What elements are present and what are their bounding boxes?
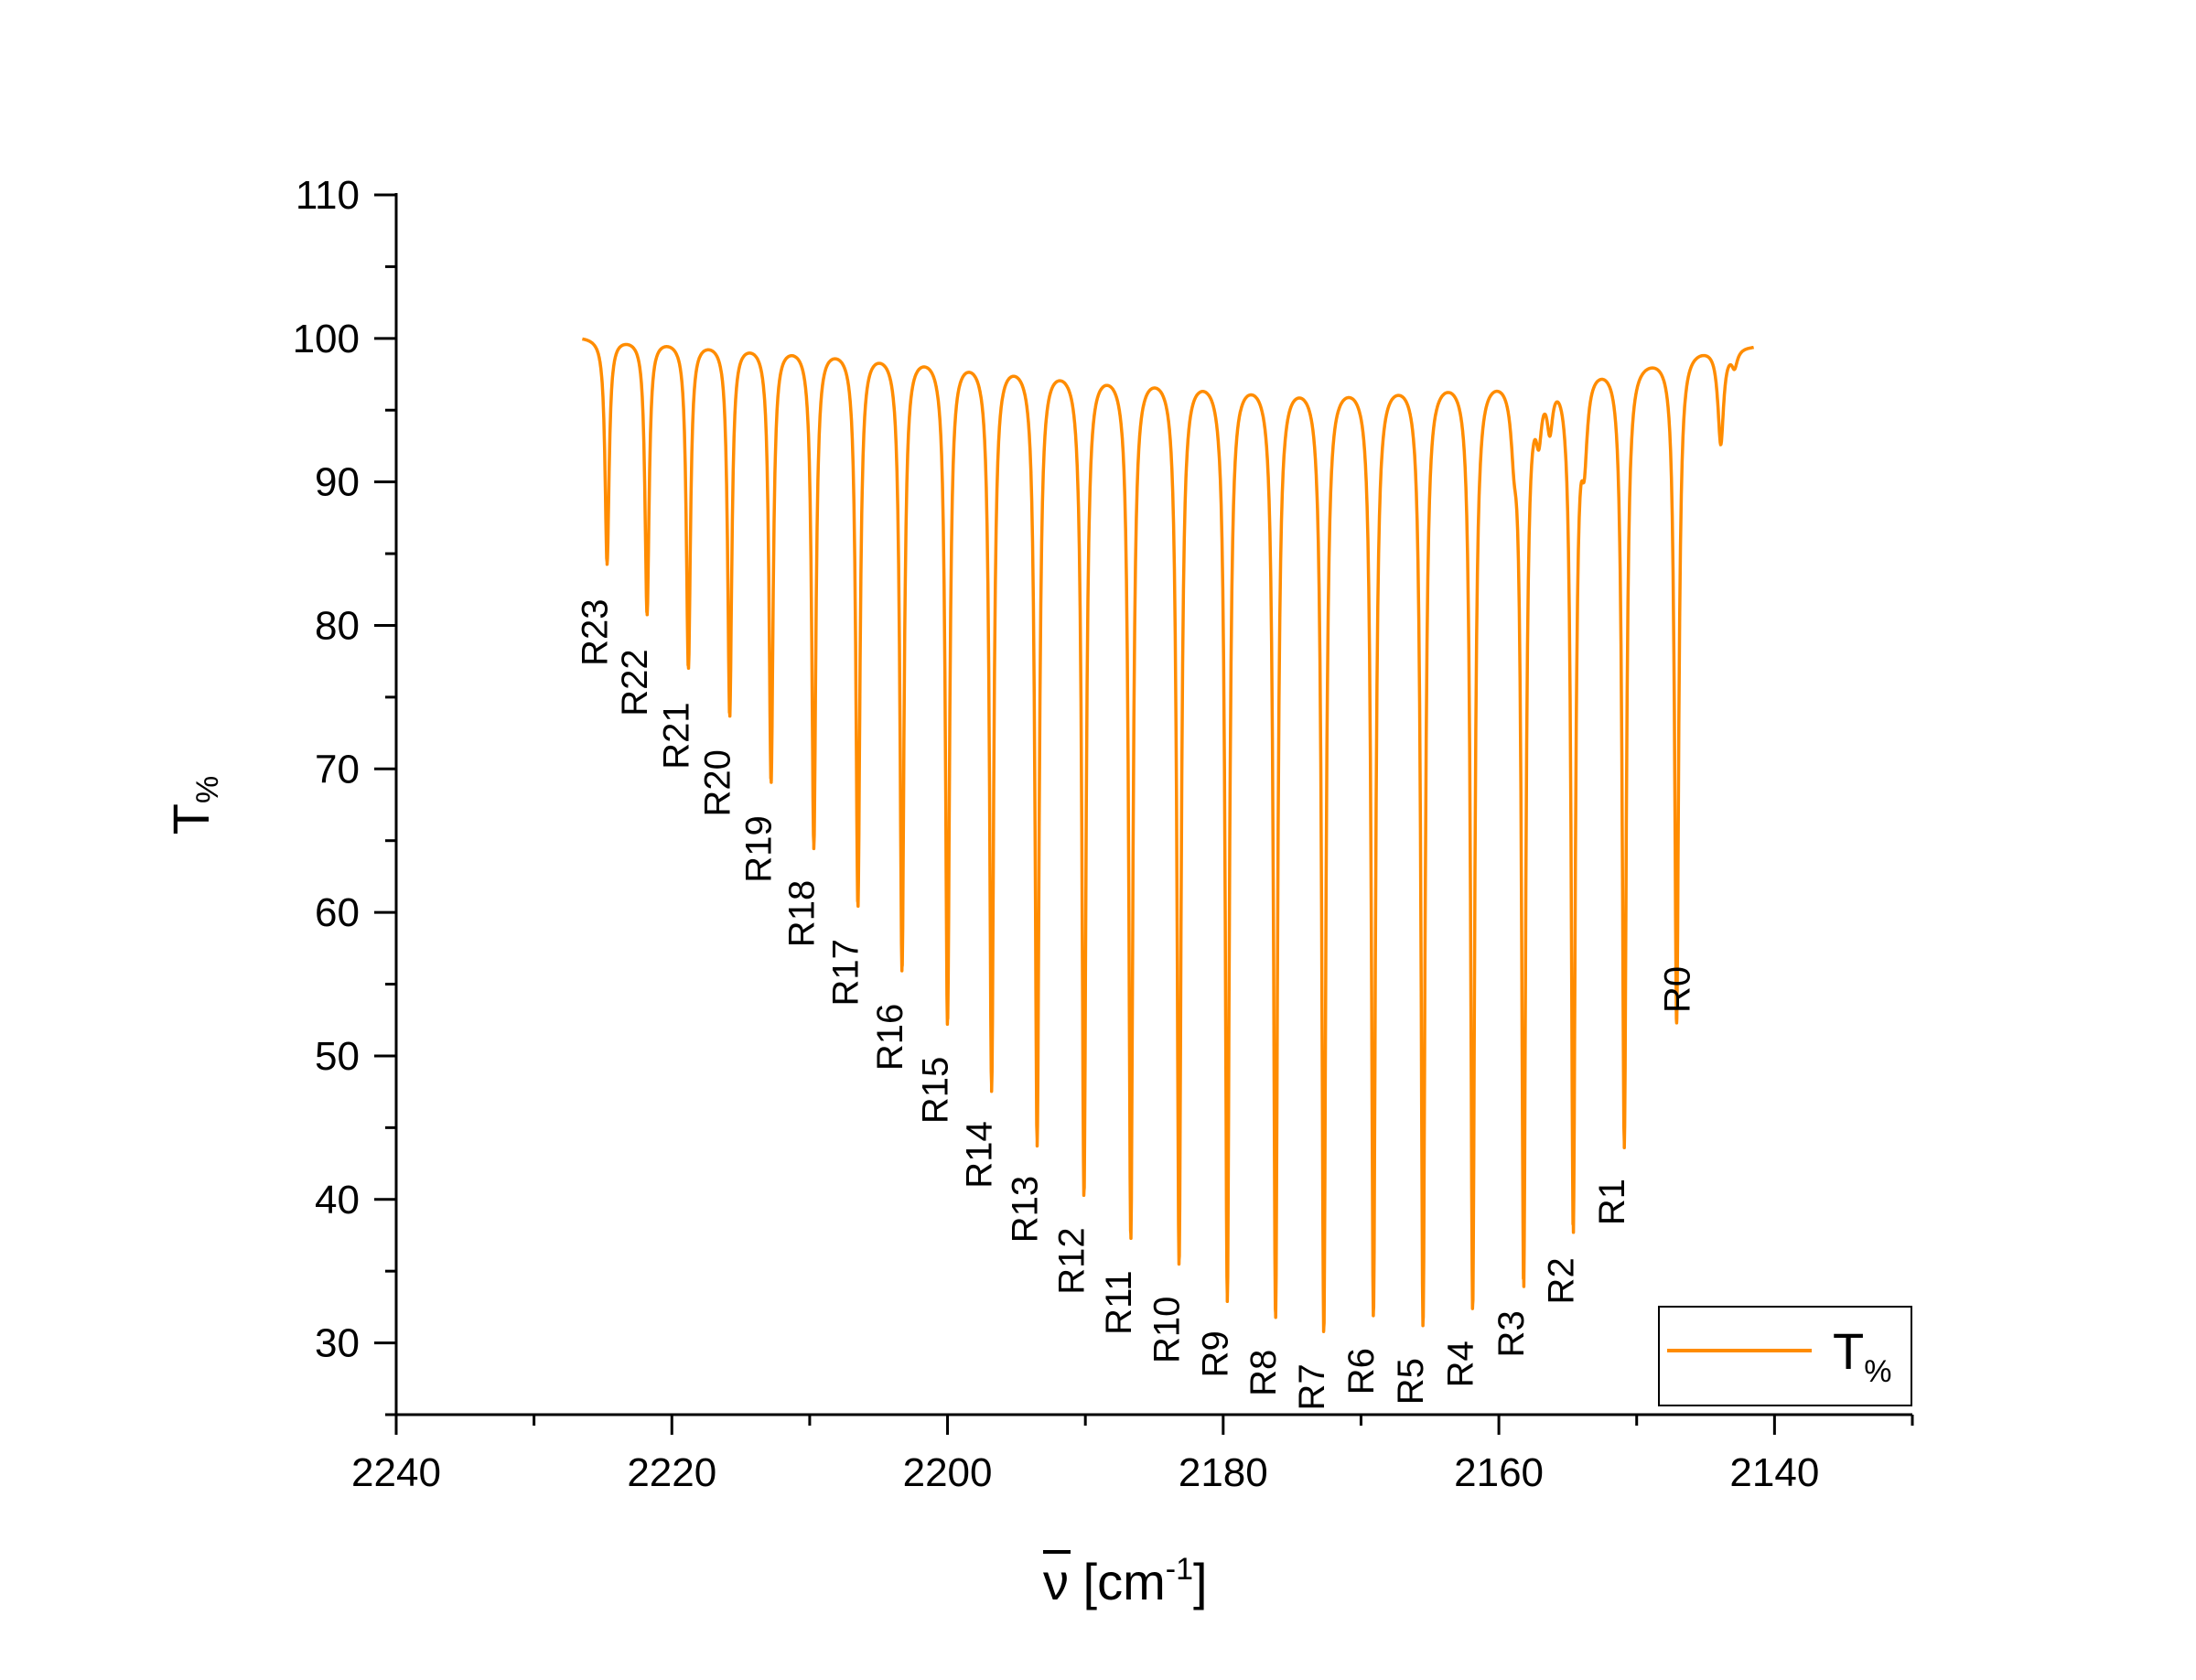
peak-label-text: R16 <box>870 1004 910 1071</box>
y-tick-label: 110 <box>296 173 360 218</box>
peak-label-text: R3 <box>1491 1310 1532 1357</box>
peak-label-r5: R5 <box>1391 1358 1431 1405</box>
peak-label-r9: R9 <box>1195 1330 1235 1377</box>
peak-label-r13: R13 <box>1006 1176 1046 1243</box>
peak-label-r21: R21 <box>656 702 696 769</box>
x-tick-label: 2200 <box>903 1450 993 1495</box>
peak-label-text: R10 <box>1147 1297 1188 1363</box>
peak-label-r14: R14 <box>960 1121 1000 1188</box>
peak-label-text: R15 <box>916 1057 956 1124</box>
y-tick-label: 50 <box>315 1034 360 1079</box>
peak-label-r7: R7 <box>1292 1363 1332 1410</box>
peak-label-r20: R20 <box>698 749 738 816</box>
x-tick-label: 2180 <box>1179 1450 1268 1495</box>
peak-label-text: R5 <box>1391 1358 1431 1405</box>
x-axis-title: ν [cm-1] <box>1043 1550 1208 1610</box>
peak-label-text: R1 <box>1592 1179 1632 1225</box>
x-tick-label: 2140 <box>1729 1450 1819 1495</box>
peak-label-r11: R11 <box>1099 1270 1139 1334</box>
peak-label-text: R0 <box>1657 966 1697 1013</box>
peak-label-r10: R10 <box>1147 1297 1188 1363</box>
peak-label-text: R12 <box>1052 1227 1093 1294</box>
peak-label-r16: R16 <box>870 1004 910 1071</box>
peak-label-r1: R1 <box>1592 1179 1632 1225</box>
peak-label-text: R6 <box>1341 1348 1382 1395</box>
svg-text:ν [cm-1]: ν [cm-1] <box>1043 1552 1208 1610</box>
peak-label-text: R8 <box>1243 1350 1284 1396</box>
y-tick-label: 100 <box>293 317 360 361</box>
legend-box <box>1658 1306 1912 1406</box>
peak-label-text: R7 <box>1292 1363 1332 1410</box>
series-curve-layer <box>581 337 1755 1333</box>
x-tick-label: 2160 <box>1454 1450 1544 1495</box>
y-tick-label: 90 <box>315 460 360 505</box>
y-tick-label: 40 <box>315 1178 360 1222</box>
peak-label-r3: R3 <box>1491 1310 1532 1357</box>
x-tick-label: 2240 <box>351 1450 441 1495</box>
peak-label-text: R23 <box>576 599 616 666</box>
peak-label-text: R4 <box>1441 1341 1481 1387</box>
peak-label-text: R17 <box>826 939 867 1006</box>
svg-text:T%: T% <box>162 776 225 835</box>
peak-label-text: R9 <box>1195 1330 1235 1377</box>
peak-label-r4: R4 <box>1441 1341 1481 1387</box>
x-axis-title-exponent: -1 <box>1166 1552 1193 1587</box>
y-axis-title: T% <box>162 776 225 835</box>
peak-label-text: R11 <box>1099 1270 1139 1334</box>
peak-label-text: R19 <box>739 815 780 882</box>
svg-text:T%: T% <box>1833 1322 1891 1389</box>
x-axis-title-close: ] <box>1193 1553 1208 1610</box>
peak-label-r12: R12 <box>1052 1227 1093 1294</box>
legend-entry-main: T <box>1833 1322 1864 1380</box>
legend-entry-sub: % <box>1864 1354 1891 1389</box>
peak-label-r18: R18 <box>781 880 822 947</box>
peak-label-r17: R17 <box>826 939 867 1006</box>
y-tick-label: 60 <box>315 890 360 935</box>
peak-label-r6: R6 <box>1341 1348 1382 1395</box>
peak-label-r23: R23 <box>576 599 616 666</box>
y-tick-label: 30 <box>315 1321 360 1366</box>
axes: 2240 2220 2200 2180 2160 2140 30 40 50 60 70 80 90 10… <box>293 173 1914 1495</box>
peak-label-text: R18 <box>781 880 822 947</box>
y-axis-title-sub: % <box>190 776 225 803</box>
x-tick-label: 2220 <box>627 1450 716 1495</box>
peak-label-r2: R2 <box>1541 1257 1581 1304</box>
peak-label-r19: R19 <box>739 815 780 882</box>
peak-label-text: R2 <box>1541 1257 1581 1304</box>
peak-label-text: R22 <box>615 649 655 716</box>
y-tick-label: 80 <box>315 603 360 648</box>
legend: T% <box>1658 1306 1912 1406</box>
y-axis-title-main: T <box>162 803 220 835</box>
peak-label-text: R20 <box>698 749 738 816</box>
peak-label-text: R13 <box>1006 1176 1046 1243</box>
x-axis-title-symbol: ν <box>1043 1553 1069 1610</box>
x-axis-title-unit: [cm <box>1069 1553 1166 1610</box>
peak-label-text: R14 <box>960 1121 1000 1188</box>
peak-label-r15: R15 <box>916 1057 956 1124</box>
peak-label-r22: R22 <box>615 649 655 716</box>
peak-label-r8: R8 <box>1243 1350 1284 1396</box>
peak-label-r0: R0 <box>1657 966 1697 1013</box>
peak-label-text: R21 <box>656 702 696 769</box>
y-tick-label: 70 <box>315 747 360 792</box>
series-line-t-percent <box>581 337 1755 1333</box>
